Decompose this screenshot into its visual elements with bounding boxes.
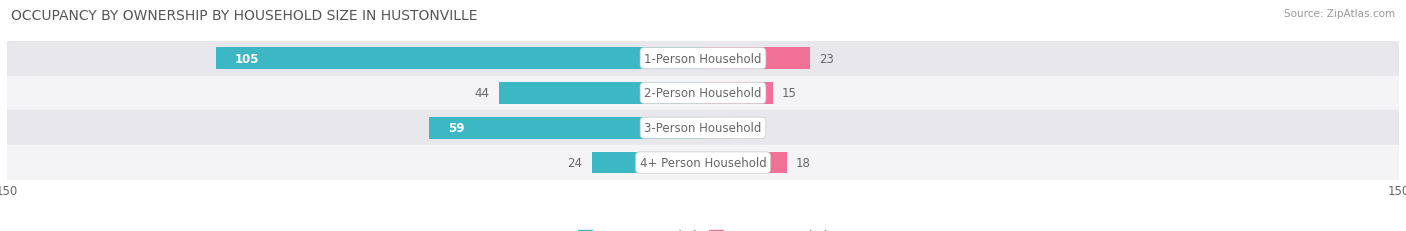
Text: 2-Person Household: 2-Person Household [644, 87, 762, 100]
Bar [7, 111, 1399, 146]
Bar [703, 48, 810, 70]
Text: 3-Person Household: 3-Person Household [644, 122, 762, 135]
Bar [703, 83, 773, 104]
Text: 24: 24 [568, 156, 582, 169]
Bar [592, 152, 703, 174]
Text: 59: 59 [447, 122, 464, 135]
Bar [7, 146, 1399, 180]
Bar [217, 48, 703, 70]
Text: 105: 105 [235, 52, 259, 65]
Bar [499, 83, 703, 104]
Bar [703, 118, 731, 139]
Bar [7, 76, 1399, 111]
Legend: Owner-occupied, Renter-occupied: Owner-occupied, Renter-occupied [572, 224, 834, 231]
Text: 6: 6 [740, 122, 748, 135]
Text: OCCUPANCY BY OWNERSHIP BY HOUSEHOLD SIZE IN HUSTONVILLE: OCCUPANCY BY OWNERSHIP BY HOUSEHOLD SIZE… [11, 9, 478, 23]
Text: 18: 18 [796, 156, 811, 169]
Text: 44: 44 [475, 87, 489, 100]
Text: 15: 15 [782, 87, 797, 100]
Bar [703, 152, 786, 174]
Bar [429, 118, 703, 139]
Text: 1-Person Household: 1-Person Household [644, 52, 762, 65]
Text: 4+ Person Household: 4+ Person Household [640, 156, 766, 169]
Text: Source: ZipAtlas.com: Source: ZipAtlas.com [1284, 9, 1395, 19]
Bar [7, 42, 1399, 76]
Text: 23: 23 [818, 52, 834, 65]
